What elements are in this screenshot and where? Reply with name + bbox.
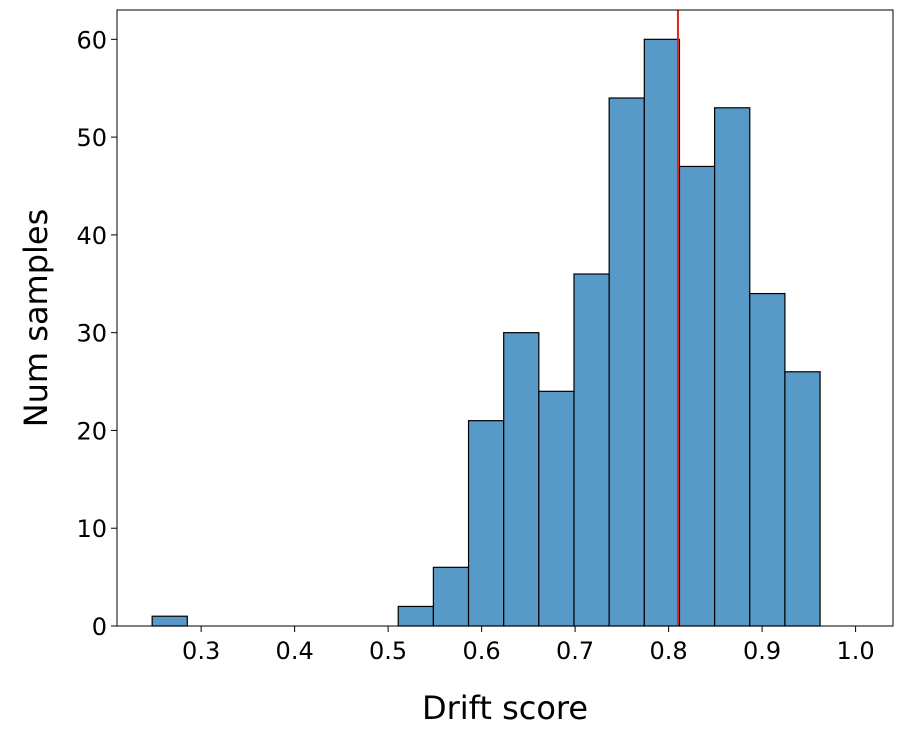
y-axis-ticks: 0 10 20 30 40 50 60 xyxy=(76,26,117,641)
x-tick-label: 0.6 xyxy=(463,637,501,665)
x-axis-title: Drift score xyxy=(422,689,588,727)
histogram-bar xyxy=(397,605,434,627)
x-tick-label: 0.5 xyxy=(369,637,407,665)
histogram-bar xyxy=(643,38,681,627)
histogram-bar xyxy=(678,165,716,627)
histogram-bar xyxy=(573,273,610,627)
histogram-bar xyxy=(608,97,645,627)
y-axis-title: Num samples xyxy=(17,209,55,428)
histogram-bars xyxy=(151,38,821,627)
histogram-bar xyxy=(467,420,505,627)
x-tick-label: 0.7 xyxy=(556,637,594,665)
y-tick-label: 30 xyxy=(76,320,107,348)
y-tick-label: 20 xyxy=(76,417,107,445)
histogram-bar xyxy=(784,371,821,627)
x-axis-ticks: 0.3 0.4 0.5 0.6 0.7 0.8 0.9 1.0 xyxy=(182,626,875,665)
y-tick-label: 10 xyxy=(76,515,107,543)
histogram-bar xyxy=(151,615,188,627)
histogram-bar xyxy=(538,390,575,627)
y-tick-label: 60 xyxy=(76,26,107,54)
y-tick-label: 0 xyxy=(92,613,107,641)
histogram-bar xyxy=(749,292,786,627)
y-tick-label: 50 xyxy=(76,124,107,152)
x-tick-label: 1.0 xyxy=(837,637,875,665)
histogram-bar xyxy=(432,566,470,627)
histogram-bar xyxy=(714,107,751,627)
x-tick-label: 0.8 xyxy=(650,637,688,665)
histogram-bar xyxy=(503,332,540,627)
x-tick-label: 0.9 xyxy=(743,637,781,665)
y-tick-label: 40 xyxy=(76,222,107,250)
x-tick-label: 0.4 xyxy=(276,637,314,665)
plot-frame xyxy=(116,9,894,627)
x-tick-label: 0.3 xyxy=(182,637,220,665)
